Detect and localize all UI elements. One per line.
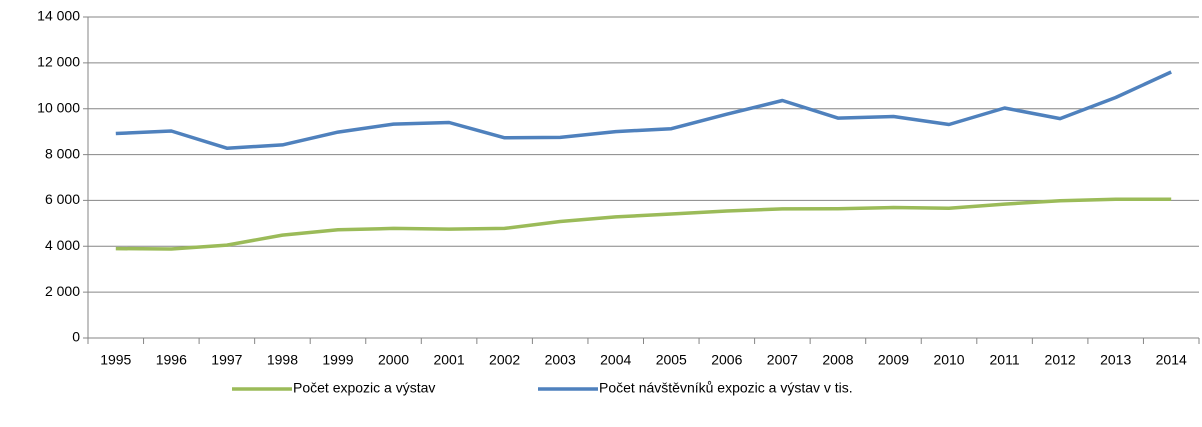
x-tick-label: 2009 xyxy=(878,352,909,368)
y-tick-label: 12 000 xyxy=(37,54,80,70)
y-tick-label: 8 000 xyxy=(45,145,80,161)
x-tick-label: 2014 xyxy=(1156,352,1187,368)
x-tick-label: 2007 xyxy=(767,352,798,368)
x-tick-label: 2008 xyxy=(822,352,853,368)
x-tick-label: 1996 xyxy=(156,352,187,368)
x-tick-label: 2005 xyxy=(656,352,687,368)
y-tick-label: 0 xyxy=(72,329,80,345)
x-tick-label: 2006 xyxy=(711,352,742,368)
series-line xyxy=(115,70,1172,150)
x-tick-label: 1998 xyxy=(267,352,298,368)
x-tick-label: 2010 xyxy=(933,352,964,368)
x-tick-label: 2012 xyxy=(1045,352,1076,368)
y-tick-label: 14 000 xyxy=(37,8,80,24)
x-tick-label: 2001 xyxy=(433,352,464,368)
y-tick-label: 6 000 xyxy=(45,191,80,207)
y-tick-label: 10 000 xyxy=(37,99,80,115)
x-tick-label: 1995 xyxy=(100,352,131,368)
x-tick-label: 2004 xyxy=(600,352,631,368)
legend-label: Počet expozic a výstav xyxy=(293,380,435,396)
x-tick-label: 2013 xyxy=(1100,352,1131,368)
x-tick-label: 2002 xyxy=(489,352,520,368)
legend-label: Počet návštěvníků expozic a výstav v tis… xyxy=(599,380,853,396)
x-tick-label: 2000 xyxy=(378,352,409,368)
x-tick-label: 2003 xyxy=(545,352,576,368)
x-tick-label: 2011 xyxy=(990,352,1020,368)
y-tick-label: 2 000 xyxy=(45,283,80,299)
x-tick-label: 1997 xyxy=(211,352,242,368)
series-line xyxy=(115,197,1172,251)
x-tick-label: 1999 xyxy=(322,352,353,368)
y-tick-label: 4 000 xyxy=(45,237,80,253)
